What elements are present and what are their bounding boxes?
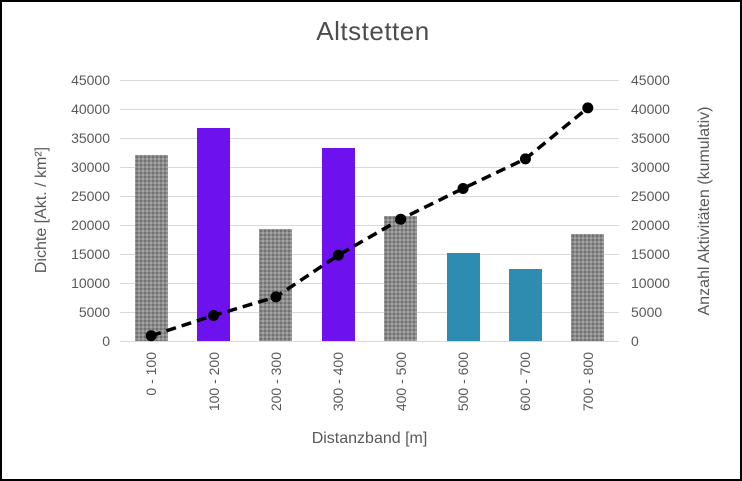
bar-0-100 [134,155,168,341]
x-tick-label: 600 - 700 [517,352,534,412]
y-tick-left: 5000 [78,304,110,320]
y-tick-left: 0 [102,333,110,349]
y-tick-left: 15000 [71,246,110,262]
y-tick-right: 25000 [631,188,670,204]
x-tick-label: 100 - 200 [205,352,222,412]
y-tick-right: 0 [631,333,639,349]
x-tick-label: 400 - 500 [392,352,409,412]
gridline [120,282,619,284]
y-tick-left: 45000 [71,72,110,88]
gridline [120,311,619,313]
y-tick-left: 30000 [71,159,110,175]
x-axis-title: Distanzband [m] [311,430,428,447]
gridline [120,108,619,110]
gridline [120,137,619,139]
data-point-marker [457,182,469,194]
bar-700-800 [571,233,605,341]
y-tick-right: 45000 [631,72,670,88]
y-tick-right: 10000 [631,275,670,291]
y-tick-left: 40000 [71,101,110,117]
x-tick-label: 0 - 100 [143,352,160,396]
y-tick-right: 20000 [631,217,670,233]
gridline [120,224,619,226]
y-tick-right: 30000 [631,159,670,175]
bar-200-300 [259,229,293,341]
data-point-marker [519,153,531,165]
x-tick-label: 300 - 400 [330,352,347,412]
gridline [120,79,619,81]
x-tick-label: 700 - 800 [579,352,596,412]
gridline [120,195,619,197]
y-tick-right: 35000 [631,130,670,146]
gridline [120,166,619,168]
bar-100-200 [197,127,231,341]
y-tick-right: 40000 [631,101,670,117]
bar-500-600 [446,252,480,341]
chart-title: Altstetten [316,16,430,46]
x-tick-label: 200 - 300 [267,352,284,412]
bar-600-700 [508,269,542,341]
y-axis-right-title: Anzahl Aktivitäten (kumulativ) [696,106,713,316]
y-tick-left: 35000 [71,130,110,146]
y-tick-left: 20000 [71,217,110,233]
y-tick-right: 5000 [631,304,663,320]
y-tick-left: 10000 [71,275,110,291]
gridline [120,253,619,255]
y-tick-left: 25000 [71,188,110,204]
x-tick-label: 500 - 600 [455,352,472,412]
bar-400-500 [384,216,418,341]
bar-300-400 [321,147,355,341]
y-tick-right: 15000 [631,246,670,262]
gridline [120,340,619,342]
